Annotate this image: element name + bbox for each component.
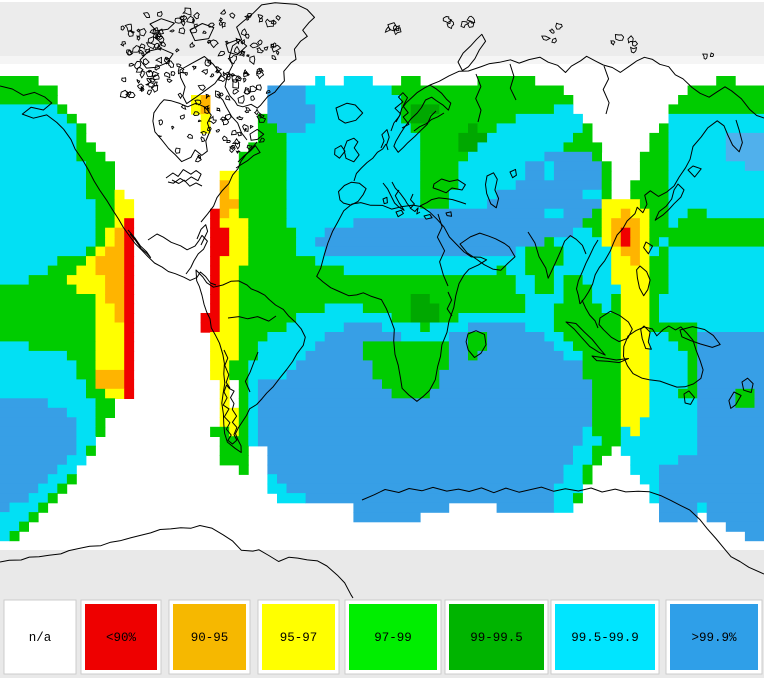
svg-text:n/a: n/a [29, 631, 52, 645]
svg-text:99.5-99.9: 99.5-99.9 [571, 631, 639, 645]
svg-text:>99.9%: >99.9% [691, 631, 737, 645]
svg-text:<90%: <90% [106, 631, 137, 645]
svg-text:90-95: 90-95 [191, 631, 229, 645]
svg-text:97-99: 97-99 [374, 631, 412, 645]
svg-text:99-99.5: 99-99.5 [470, 631, 523, 645]
svg-text:95-97: 95-97 [280, 631, 318, 645]
